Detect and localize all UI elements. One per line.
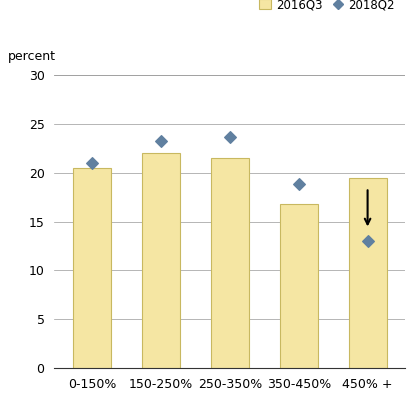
Point — [296, 181, 302, 188]
Bar — [73, 168, 111, 368]
Point — [227, 133, 233, 140]
Bar — [349, 178, 387, 368]
Legend: 2016Q3, 2018Q2: 2016Q3, 2018Q2 — [255, 0, 400, 16]
Text: percent: percent — [8, 50, 56, 63]
Bar — [142, 153, 180, 368]
Point — [89, 160, 96, 166]
Bar — [280, 204, 318, 368]
Point — [158, 137, 164, 144]
Bar — [211, 158, 249, 368]
Point — [364, 238, 371, 245]
